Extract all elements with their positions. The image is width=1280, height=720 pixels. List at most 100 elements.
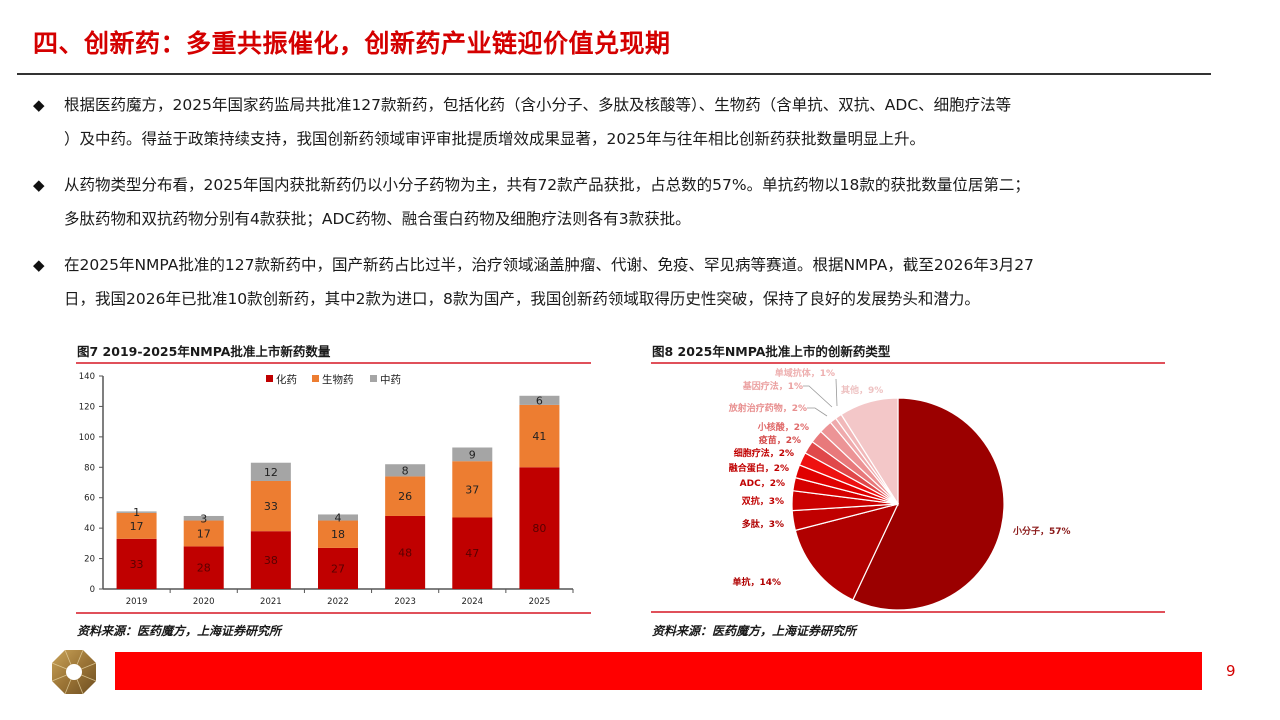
bar-segment <box>452 517 493 589</box>
pie-label: 单域抗体，1% <box>775 367 835 379</box>
figure7-source: 资料来源：医药魔方，上海证券研究所 <box>77 624 282 638</box>
legend-swatch <box>266 375 273 382</box>
leader-line <box>807 407 828 417</box>
footer-bar <box>115 652 1202 690</box>
leader-line <box>803 385 833 408</box>
bar-segment <box>519 467 560 589</box>
bar-value-label: 6 <box>536 394 543 407</box>
pie-label: 多肽，3% <box>742 518 784 530</box>
pie-slice <box>794 503 900 601</box>
bar-segment <box>385 515 426 589</box>
bar-value-label: 80 <box>532 522 546 535</box>
bullet-line: 在2025年NMPA批准的127款新药中，国产新药占比过半，治疗领域涵盖肿瘤、代… <box>64 256 1034 274</box>
bar-segment <box>116 512 157 539</box>
x-tick-label: 2019 <box>126 597 148 607</box>
bar-value-label: 8 <box>402 464 409 477</box>
bar-value-label: 17 <box>197 527 211 540</box>
bar-value-label: 38 <box>264 554 278 567</box>
bar-segment <box>250 480 291 532</box>
bullet-line: ）及中药。得益于政策持续支持，我国创新药领域审评审批提质增效成果显著，2025年… <box>64 130 925 148</box>
bar-segment <box>116 511 157 513</box>
bar-value-label: 28 <box>197 562 211 575</box>
figure8-top-rule <box>651 362 1165 364</box>
bullet-list: ◆ 根据医药魔方，2025年国家药监局共批准127款新药，包括化药（含小分子、多… <box>33 88 1223 328</box>
pie-label: 细胞疗法，2% <box>734 447 794 459</box>
y-tick-label: 120 <box>79 402 95 412</box>
bar-value-label: 48 <box>398 546 412 559</box>
pie-label: 融合蛋白，2% <box>729 462 789 474</box>
bar-segment <box>318 520 358 548</box>
bullet-item: ◆ 在2025年NMPA批准的127款新药中，国产新药占比过半，治疗领域涵盖肿瘤… <box>33 248 1223 316</box>
figure8-title: 图8 2025年NMPA批准上市的创新药类型 <box>652 344 891 359</box>
figure8-source: 资料来源：医药魔方，上海证券研究所 <box>652 624 857 638</box>
x-tick-label: 2025 <box>529 597 551 607</box>
bar-value-label: 1 <box>133 506 140 519</box>
bar-value-label: 47 <box>465 547 479 560</box>
pie-label: 小核酸，2% <box>757 421 809 433</box>
y-tick-label: 60 <box>84 494 95 504</box>
bar-value-label: 37 <box>465 483 479 496</box>
bar-value-label: 26 <box>398 490 412 503</box>
bar-value-label: 3 <box>200 512 207 525</box>
y-tick-label: 40 <box>84 524 95 534</box>
bullet-item: ◆ 根据医药魔方，2025年国家药监局共批准127款新药，包括化药（含小分子、多… <box>33 88 1223 156</box>
x-tick-label: 2022 <box>327 597 349 607</box>
x-tick-label: 2020 <box>193 597 215 607</box>
bar-segment <box>318 547 358 589</box>
bar-value-label: 33 <box>130 558 144 571</box>
pie-label: 单抗，14% <box>732 576 781 588</box>
bar-segment <box>116 538 157 589</box>
figure7-bottom-rule <box>76 612 591 614</box>
pie-label: 放射治疗药物，2% <box>728 402 807 414</box>
y-tick-label: 20 <box>84 555 95 565</box>
pie-label: 疫苗，2% <box>759 434 801 446</box>
bar-segment <box>452 461 493 518</box>
pie-slice <box>852 397 1005 611</box>
legend-label: 化药 <box>276 373 297 386</box>
bar-value-label: 12 <box>264 466 278 479</box>
y-tick-label: 80 <box>84 463 95 473</box>
legend-swatch <box>312 375 319 382</box>
bar-segment <box>183 546 224 589</box>
bullet-line: 多肽药物和双抗药物分别有4款获批；ADC药物、融合蛋白药物及细胞疗法则各有3款获… <box>64 210 691 228</box>
x-tick-label: 2024 <box>461 597 483 607</box>
figure7-top-rule <box>76 362 591 364</box>
bullet-line: 根据医药魔方，2025年国家药监局共批准127款新药，包括化药（含小分子、多肽及… <box>64 96 1012 114</box>
y-tick-label: 0 <box>90 585 95 595</box>
page-title: 四、创新药：多重共振催化，创新药产业链迎价值兑现期 <box>33 29 671 58</box>
x-tick-label: 2023 <box>394 597 416 607</box>
stacked-bar-chart: 0204060801001201402019331712020281732021… <box>79 372 574 607</box>
pie-label: 基因疗法，1% <box>742 380 803 392</box>
bar-segment <box>250 531 291 589</box>
bar-segment <box>318 514 358 521</box>
bar-value-label: 4 <box>335 511 342 524</box>
diamond-bullet-icon: ◆ <box>33 96 45 114</box>
x-tick-label: 2021 <box>260 597 282 607</box>
bar-value-label: 17 <box>130 520 144 533</box>
bar-segment <box>519 395 560 405</box>
leader-line <box>835 378 838 407</box>
legend-label: 中药 <box>380 373 401 386</box>
bar-value-label: 18 <box>331 528 345 541</box>
diamond-bullet-icon: ◆ <box>33 256 45 274</box>
bar-segment <box>519 404 560 468</box>
page-number: 9 <box>1226 662 1236 680</box>
octagon-logo-icon <box>51 649 97 695</box>
bar-value-label: 41 <box>532 430 546 443</box>
title-divider <box>17 73 1211 75</box>
pie-label: 双抗，3% <box>742 495 784 507</box>
bullet-line: 日，我国2026年已批准10款创新药，其中2款为进口，8款为国产，我国创新药领域… <box>64 290 980 308</box>
pie-label: 小分子，57% <box>1012 525 1071 537</box>
bar-segment <box>183 520 224 547</box>
y-tick-label: 140 <box>79 372 95 382</box>
bullet-line: 从药物类型分布看，2025年国内获批新药仍以小分子药物为主，共有72款产品获批，… <box>64 176 1030 194</box>
bullet-item: ◆ 从药物类型分布看，2025年国内获批新药仍以小分子药物为主，共有72款产品获… <box>33 168 1223 236</box>
bar-segment <box>385 464 426 477</box>
bar-segment <box>385 476 426 516</box>
bar-segment <box>452 447 493 462</box>
bar-value-label: 33 <box>264 500 278 513</box>
pie-label: ADC，2% <box>740 479 785 489</box>
legend-label: 生物药 <box>322 373 354 386</box>
pie-slice <box>840 397 899 507</box>
bar-value-label: 27 <box>331 562 345 575</box>
